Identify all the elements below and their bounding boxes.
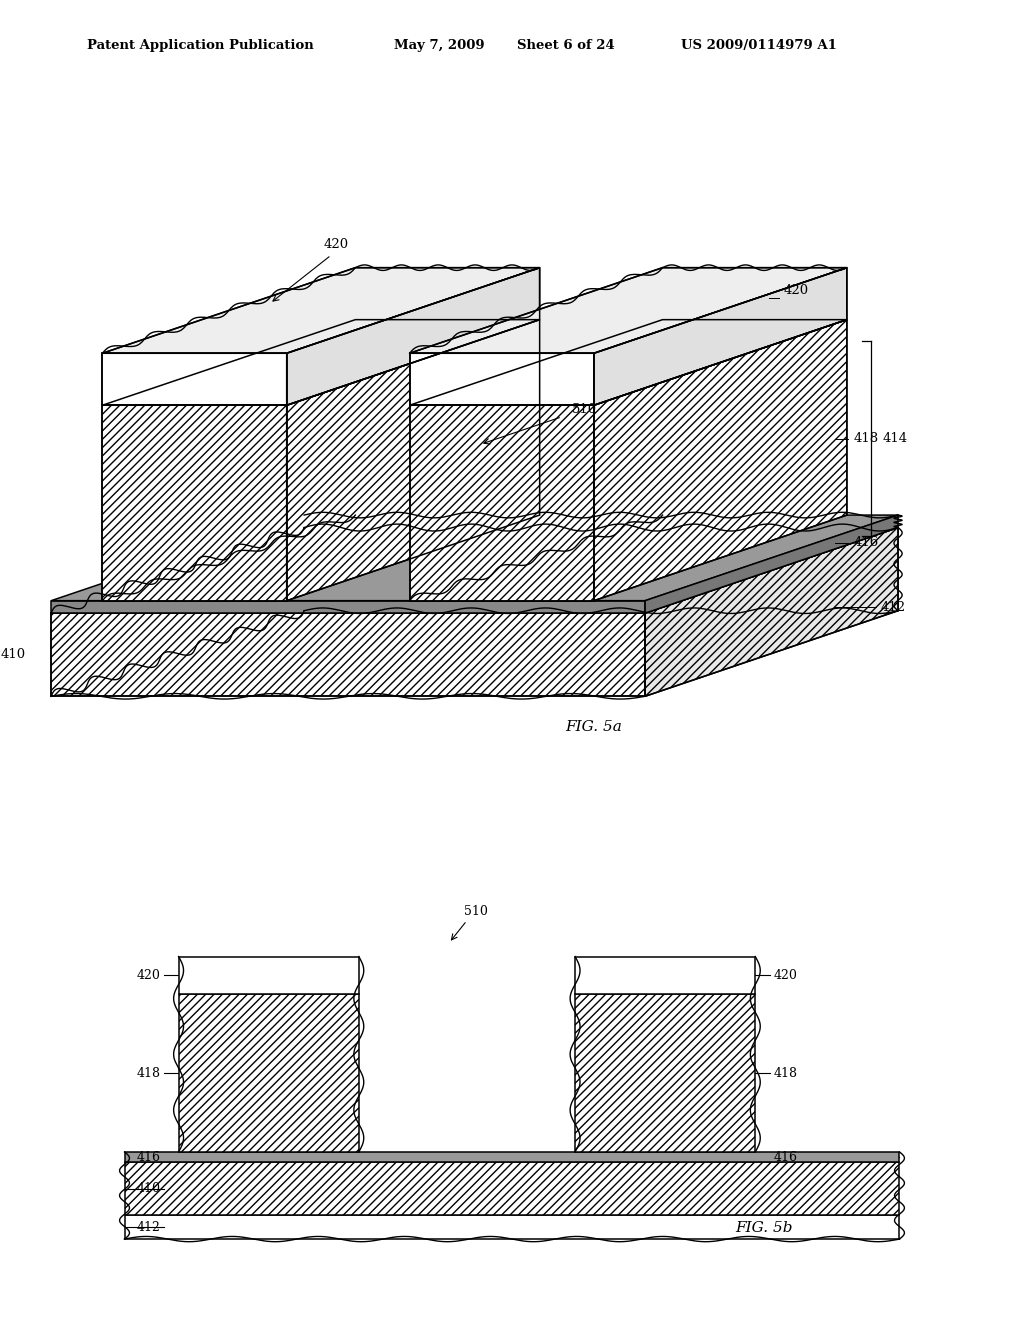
Text: 510: 510 xyxy=(464,906,487,919)
Text: 412: 412 xyxy=(136,1221,161,1234)
Bar xyxy=(125,1214,899,1239)
Text: 416: 416 xyxy=(136,1151,161,1164)
Text: 418: 418 xyxy=(136,1067,161,1080)
Text: FIG. 5a: FIG. 5a xyxy=(565,719,623,734)
Text: 510: 510 xyxy=(572,404,597,416)
Text: FIG. 5b: FIG. 5b xyxy=(735,1221,793,1234)
Text: 420: 420 xyxy=(784,284,809,297)
Text: 420: 420 xyxy=(136,969,161,982)
Polygon shape xyxy=(51,612,645,697)
Text: Sheet 6 of 24: Sheet 6 of 24 xyxy=(517,38,614,51)
Text: 416: 416 xyxy=(773,1151,798,1164)
Text: 412: 412 xyxy=(881,601,906,614)
Text: May 7, 2009: May 7, 2009 xyxy=(394,38,485,51)
Polygon shape xyxy=(594,268,847,405)
Polygon shape xyxy=(410,354,594,405)
Text: 414: 414 xyxy=(883,432,908,445)
Text: 420: 420 xyxy=(324,238,349,251)
Polygon shape xyxy=(102,268,540,354)
Text: 418: 418 xyxy=(853,432,879,445)
Bar xyxy=(125,1152,899,1163)
Bar xyxy=(575,994,756,1152)
Text: Patent Application Publication: Patent Application Publication xyxy=(87,38,313,51)
Polygon shape xyxy=(410,268,847,354)
Polygon shape xyxy=(102,354,287,405)
Polygon shape xyxy=(102,319,540,405)
Polygon shape xyxy=(594,319,847,601)
Text: 420: 420 xyxy=(773,969,798,982)
Polygon shape xyxy=(410,319,847,405)
Text: 416: 416 xyxy=(853,536,879,549)
Polygon shape xyxy=(287,268,540,405)
Polygon shape xyxy=(645,528,898,697)
Bar xyxy=(178,957,358,994)
Polygon shape xyxy=(102,405,287,601)
Text: 410: 410 xyxy=(0,648,26,661)
Text: 410: 410 xyxy=(136,1183,161,1195)
Polygon shape xyxy=(645,515,898,612)
Polygon shape xyxy=(51,515,898,601)
Polygon shape xyxy=(287,319,540,601)
Polygon shape xyxy=(51,601,645,612)
Bar xyxy=(575,957,756,994)
Text: US 2009/0114979 A1: US 2009/0114979 A1 xyxy=(681,38,837,51)
Bar xyxy=(178,994,358,1152)
Polygon shape xyxy=(410,405,594,601)
Bar xyxy=(125,1163,899,1214)
Text: 418: 418 xyxy=(773,1067,798,1080)
Polygon shape xyxy=(51,528,898,612)
